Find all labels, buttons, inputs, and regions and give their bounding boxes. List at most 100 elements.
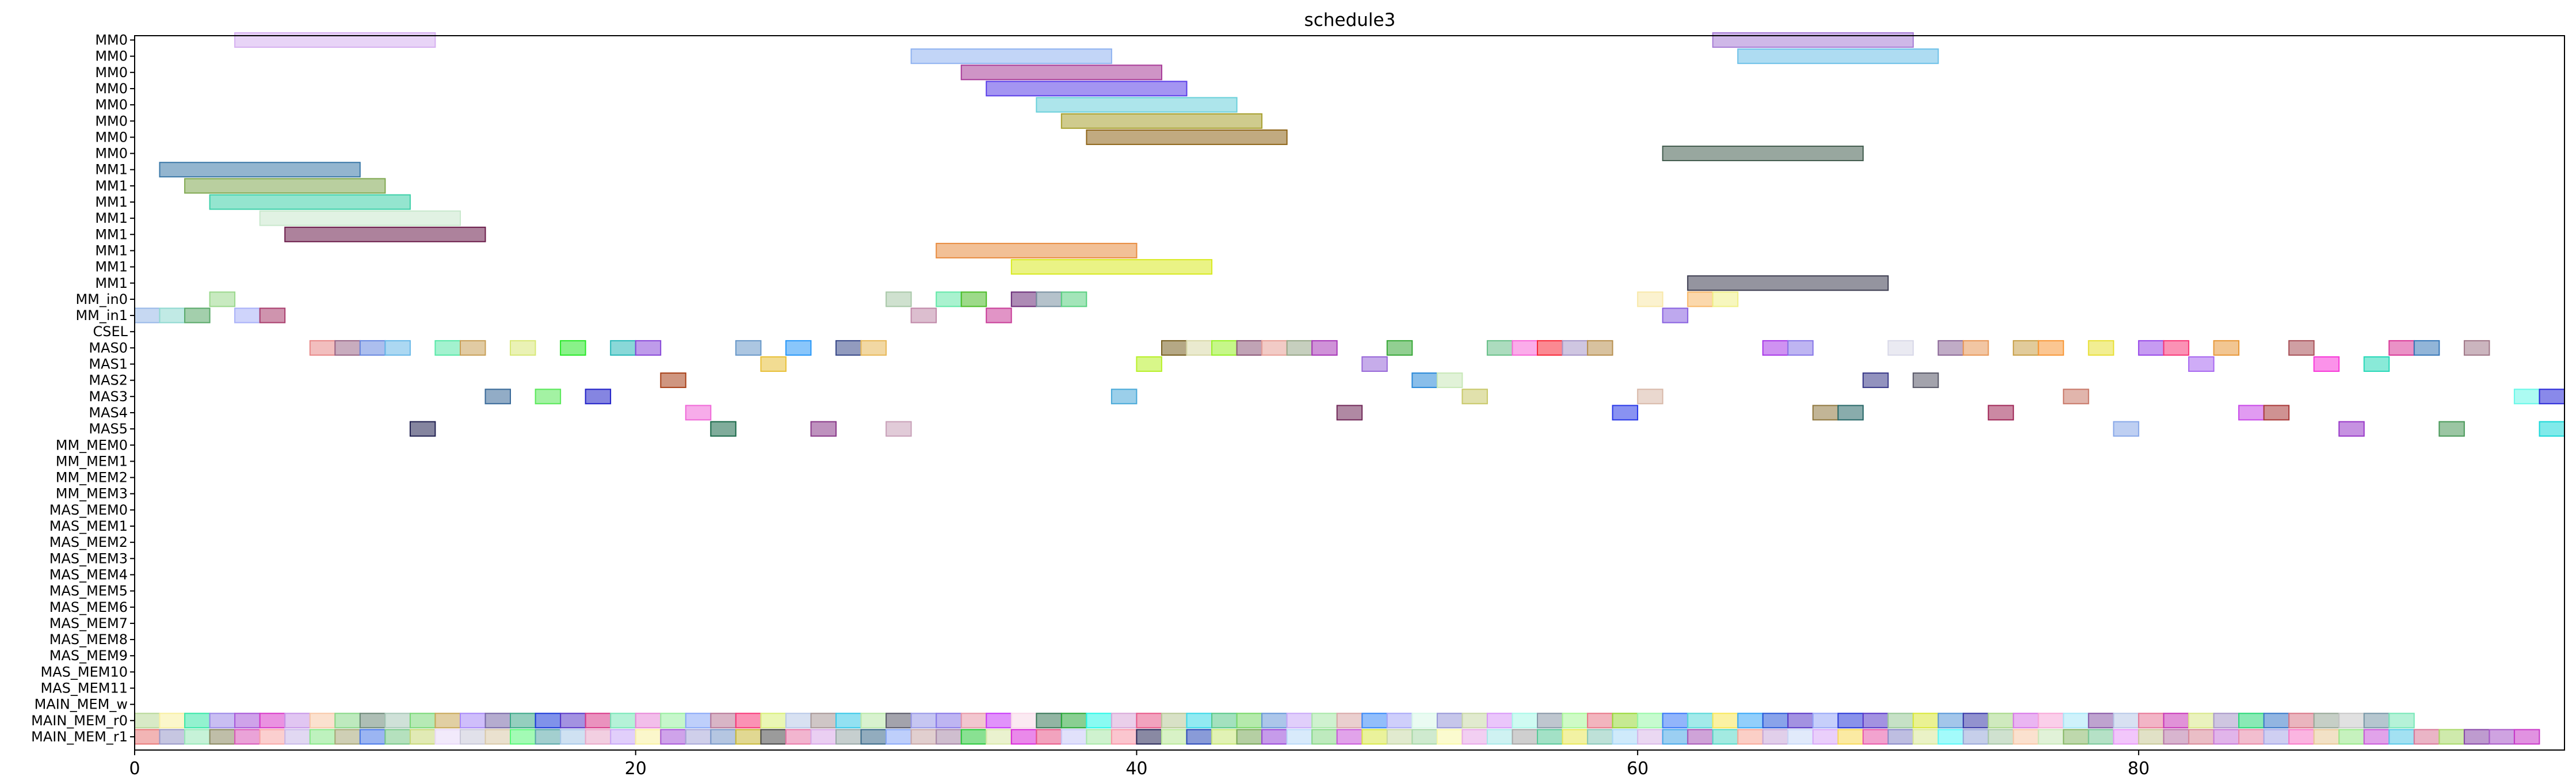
y-tick-label: MAS_MEM2 [49, 534, 128, 550]
gantt-bar [1963, 340, 1989, 356]
gantt-bar-main-mem-r0 [1562, 713, 1589, 729]
gantt-bar [1161, 340, 1188, 356]
bars-layer [134, 32, 2565, 745]
gantt-bar-main-mem-r1 [2338, 729, 2365, 745]
gantt-bar [1662, 146, 1864, 161]
gantt-bar-main-mem-r1 [1787, 729, 1814, 745]
gantt-bar-main-mem-r1 [960, 729, 987, 745]
gantt-bar [2288, 340, 2315, 356]
gantt-bar [359, 340, 386, 356]
gantt-bar-main-mem-r0 [1987, 713, 2014, 729]
x-tick-label: 80 [2128, 759, 2150, 779]
gantt-bar-main-mem-r0 [2037, 713, 2064, 729]
gantt-bar-main-mem-r0 [1036, 713, 1062, 729]
gantt-bar-main-mem-r1 [585, 729, 612, 745]
gantt-bar-main-mem-r1 [359, 729, 386, 745]
gantt-bar-main-mem-r0 [2138, 713, 2165, 729]
x-tick-label: 20 [625, 759, 647, 779]
gantt-bar [1712, 32, 1914, 48]
gantt-bar-main-mem-r0 [1812, 713, 1839, 729]
gantt-bar-main-mem-r0 [159, 713, 185, 729]
gantt-bar [209, 291, 236, 307]
gantt-bar [259, 307, 286, 324]
y-tick-label: MAS_MEM9 [49, 648, 128, 664]
y-tick-label: MM_in1 [75, 307, 128, 324]
gantt-bar-main-mem-r1 [1311, 729, 1338, 745]
gantt-bar [1110, 389, 1138, 405]
gantt-bar [1036, 291, 1062, 307]
gantt-bar [610, 340, 636, 356]
gantt-bar [1386, 340, 1413, 356]
gantt-bar [910, 307, 937, 324]
gantt-bar-main-mem-r1 [184, 729, 211, 745]
gantt-bar-main-mem-r1 [2113, 729, 2139, 745]
y-tick-label: MAIN_MEM_w [35, 697, 128, 713]
gantt-bar [936, 242, 1138, 258]
gantt-bar [810, 421, 837, 437]
y-tick-label: CSEL [93, 324, 128, 340]
gantt-bar [2338, 421, 2365, 437]
gantt-bar-main-mem-r0 [1211, 713, 1238, 729]
gantt-bar-main-mem-r1 [986, 729, 1012, 745]
y-tick-label: MM1 [95, 275, 128, 291]
y-tick-label: MM_MEM3 [56, 486, 128, 502]
gantt-bar-main-mem-r0 [960, 713, 987, 729]
gantt-bar-main-mem-r0 [1261, 713, 1288, 729]
gantt-bar [936, 291, 962, 307]
gantt-bar-main-mem-r0 [2188, 713, 2215, 729]
gantt-bar [1612, 405, 1639, 421]
gantt-bar-main-mem-r0 [2163, 713, 2189, 729]
gantt-bar-main-mem-r0 [685, 713, 712, 729]
y-tick-label: MM_MEM2 [56, 470, 128, 486]
gantt-bar [2513, 389, 2540, 405]
gantt-bar-main-mem-r1 [560, 729, 586, 745]
gantt-bar-main-mem-r1 [1161, 729, 1188, 745]
y-tick-label: MM_MEM1 [56, 453, 128, 469]
gantt-bar [1411, 372, 1438, 389]
gantt-bar-main-mem-r1 [635, 729, 662, 745]
gantt-bar [986, 307, 1012, 324]
y-tick-label: MM_MEM0 [56, 437, 128, 453]
gantt-bar-main-mem-r1 [936, 729, 962, 745]
plot-frame [134, 35, 2565, 751]
y-tick-label: MM0 [95, 64, 128, 81]
gantt-bar-main-mem-r0 [1110, 713, 1138, 729]
y-tick-label: MAS4 [89, 405, 128, 421]
gantt-bar-main-mem-r0 [1336, 713, 1363, 729]
gantt-bar [910, 48, 1112, 64]
gantt-bar [685, 405, 712, 421]
gantt-bar-main-mem-r1 [1987, 729, 2014, 745]
gantt-bar [886, 421, 912, 437]
gantt-bar [560, 340, 586, 356]
gantt-bar-main-mem-r0 [1411, 713, 1438, 729]
gantt-bar-main-mem-r0 [1887, 713, 1914, 729]
gantt-bar-main-mem-r1 [1913, 729, 1939, 745]
gantt-bar-main-mem-r1 [1712, 729, 1739, 745]
gantt-bar [1086, 129, 1288, 145]
gantt-bar-main-mem-r0 [1963, 713, 1989, 729]
x-tick-label: 60 [1627, 759, 1648, 779]
gantt-bar [1361, 356, 1388, 372]
gantt-bar-main-mem-r0 [735, 713, 762, 729]
y-tick-label: MAS2 [89, 372, 128, 389]
gantt-bar-main-mem-r1 [2438, 729, 2465, 745]
gantt-bar-main-mem-r1 [284, 729, 311, 745]
gantt-bar [1812, 405, 1839, 421]
gantt-bar-main-mem-r0 [1512, 713, 1538, 729]
gantt-bar-main-mem-r1 [1737, 729, 1764, 745]
gantt-bar [1863, 372, 1889, 389]
gantt-bar-main-mem-r0 [1010, 713, 1037, 729]
gantt-bar-main-mem-r1 [910, 729, 937, 745]
gantt-bar-main-mem-r1 [1812, 729, 1839, 745]
gantt-bar-main-mem-r0 [484, 713, 511, 729]
y-tick-label: MAIN_MEM_r0 [31, 713, 128, 729]
gantt-bar [1211, 340, 1238, 356]
gantt-bar [1637, 291, 1663, 307]
gantt-bar-main-mem-r1 [309, 729, 336, 745]
y-tick-label: MAS1 [89, 356, 128, 372]
gantt-bar [2313, 356, 2340, 372]
gantt-bar-main-mem-r1 [835, 729, 862, 745]
gantt-bar [2063, 389, 2089, 405]
gantt-bar-main-mem-r0 [585, 713, 612, 729]
gantt-bar [1236, 340, 1263, 356]
